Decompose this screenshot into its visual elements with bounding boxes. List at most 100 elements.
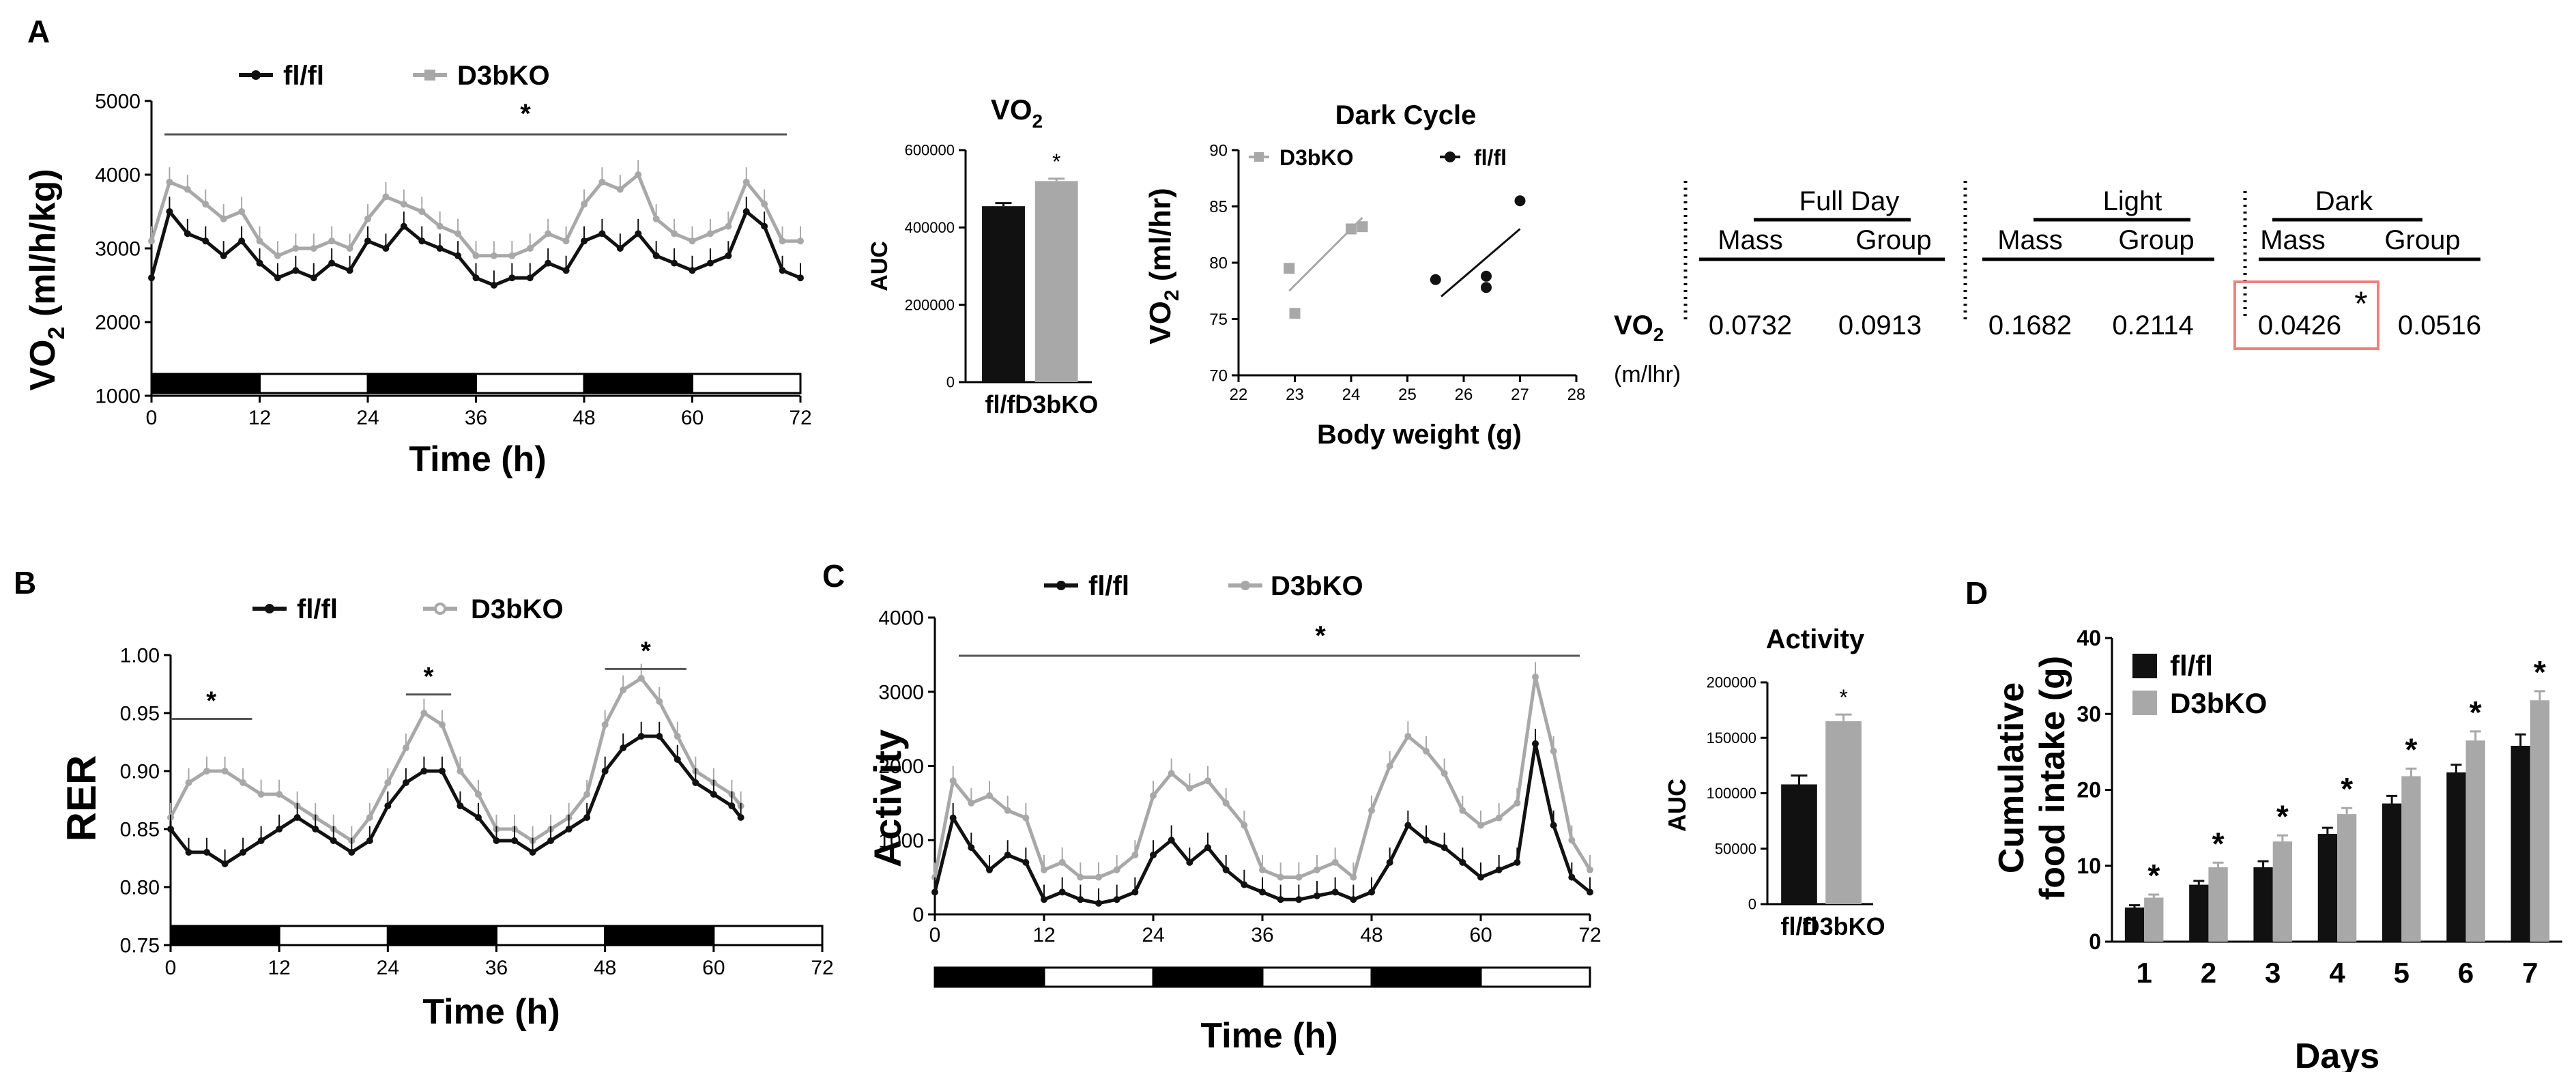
data-point bbox=[1095, 899, 1102, 907]
bar-d3bko bbox=[1825, 721, 1862, 904]
dark-phase-segment bbox=[583, 373, 693, 394]
data-point bbox=[1459, 807, 1466, 814]
food-intake-chart: fl/fl D3bKO Cumulative food intake (g) D… bbox=[1992, 626, 2562, 1072]
y-tick-label: 0 bbox=[912, 904, 924, 927]
data-point bbox=[203, 768, 211, 774]
x-tick-label: 72 bbox=[1578, 924, 1601, 946]
data-point bbox=[1004, 807, 1011, 814]
light-phase-segment bbox=[1261, 966, 1373, 988]
data-point bbox=[529, 849, 536, 856]
x-tick-label: 2 bbox=[2201, 957, 2216, 989]
data-point bbox=[348, 849, 356, 856]
legend-label-flfl: fl/fl bbox=[2170, 650, 2213, 682]
y-tick-label: 0 bbox=[2089, 929, 2101, 954]
y-tick-label: 200000 bbox=[905, 296, 955, 313]
panel-letter-a: A bbox=[27, 14, 50, 49]
data-point bbox=[400, 222, 407, 230]
bar-d3bko bbox=[2337, 814, 2357, 942]
legend-swatch-flfl bbox=[2132, 654, 2157, 678]
data-point bbox=[490, 282, 497, 289]
significance-star: * bbox=[2341, 771, 2353, 807]
row-label: VO2 bbox=[1614, 310, 1664, 345]
x-tick-label: 36 bbox=[1251, 924, 1273, 946]
value-cell: 0.2114 bbox=[2112, 310, 2193, 341]
bar-flfl bbox=[1781, 784, 1817, 904]
data-point bbox=[1404, 733, 1412, 740]
bar-flfl bbox=[982, 206, 1025, 382]
dark-phase-segment bbox=[1152, 966, 1264, 988]
data-point bbox=[656, 698, 663, 705]
data-point bbox=[346, 267, 353, 274]
x-tick-label: 1 bbox=[2136, 957, 2152, 989]
data-point bbox=[400, 201, 407, 208]
data-point bbox=[1532, 673, 1539, 680]
value-cell-highlighted: 0.0426 bbox=[2258, 310, 2341, 341]
y-axis-label: VO2 (ml/hr) bbox=[1144, 188, 1183, 344]
data-point bbox=[1314, 866, 1320, 873]
data-point bbox=[508, 274, 516, 282]
data-point bbox=[581, 201, 588, 208]
significance-star: * bbox=[2470, 695, 2482, 730]
legend-label-d3bko: D3bKO bbox=[471, 594, 564, 624]
data-point bbox=[1259, 866, 1266, 873]
data-point bbox=[436, 245, 444, 252]
x-tick-label: 22 bbox=[1230, 386, 1248, 404]
data-point bbox=[420, 768, 428, 774]
chart-title: Dark Cycle bbox=[1335, 100, 1477, 130]
legend: fl/fl D3bKO bbox=[1044, 571, 1363, 601]
y-tick-label: 0.75 bbox=[120, 935, 160, 957]
x-tick-label: 24 bbox=[356, 407, 379, 429]
data-point bbox=[221, 768, 229, 774]
significance-star: * bbox=[2212, 826, 2225, 861]
x-tick-label: 4 bbox=[2329, 957, 2345, 989]
data-point bbox=[1568, 873, 1576, 881]
x-tick-label: 0 bbox=[146, 407, 158, 429]
data-point bbox=[346, 245, 353, 252]
x-tick-label: fl/fl bbox=[1781, 912, 1818, 940]
data-point bbox=[1113, 866, 1120, 873]
x-tick-label: 36 bbox=[485, 957, 508, 979]
data-point bbox=[637, 675, 645, 682]
data-point bbox=[1150, 792, 1157, 799]
data-point bbox=[1004, 852, 1011, 858]
y-tick-label: 4000 bbox=[878, 607, 924, 630]
y-tick-label: 4000 bbox=[95, 164, 141, 187]
data-point bbox=[364, 237, 371, 245]
data-point bbox=[312, 826, 319, 832]
data-point bbox=[184, 230, 191, 237]
legend-marker-flfl bbox=[251, 70, 261, 80]
data-point bbox=[454, 252, 462, 259]
light-phase-segment bbox=[278, 925, 389, 946]
x-tick-label: 27 bbox=[1511, 386, 1529, 404]
data-point bbox=[438, 768, 446, 774]
bar-d3bko bbox=[2272, 841, 2292, 942]
data-point bbox=[779, 237, 786, 245]
data-point bbox=[1514, 799, 1521, 807]
data-point bbox=[547, 837, 555, 844]
data-point bbox=[1568, 837, 1576, 844]
data-point bbox=[656, 733, 663, 740]
data-point bbox=[238, 237, 246, 245]
data-point bbox=[202, 237, 209, 245]
data-point bbox=[166, 178, 173, 186]
data-point bbox=[454, 230, 462, 237]
data-point bbox=[601, 768, 609, 774]
data-point bbox=[1041, 896, 1047, 903]
data-point bbox=[257, 791, 265, 798]
significance-star: * bbox=[641, 637, 651, 665]
data-point bbox=[457, 768, 464, 774]
y-tick-label: 75 bbox=[1209, 310, 1228, 329]
legend-label-d3bko: D3bKO bbox=[457, 61, 550, 91]
data-point bbox=[1222, 866, 1230, 873]
bar-d3bko bbox=[2465, 740, 2485, 942]
data-point bbox=[616, 186, 624, 193]
data-point bbox=[1481, 282, 1492, 293]
data-point bbox=[526, 245, 534, 252]
data-point bbox=[328, 237, 336, 245]
x-axis-label: Days bbox=[2295, 1037, 2379, 1072]
activity-time-chart: fl/fl D3bKO * Activity Time (h) 0 1000 200… bbox=[866, 571, 1602, 1056]
bar-d3bko bbox=[2530, 700, 2550, 942]
y-tick-label: 20 bbox=[2076, 778, 2101, 802]
data-point bbox=[1346, 223, 1357, 235]
x-axis-label: Time (h) bbox=[409, 439, 546, 479]
